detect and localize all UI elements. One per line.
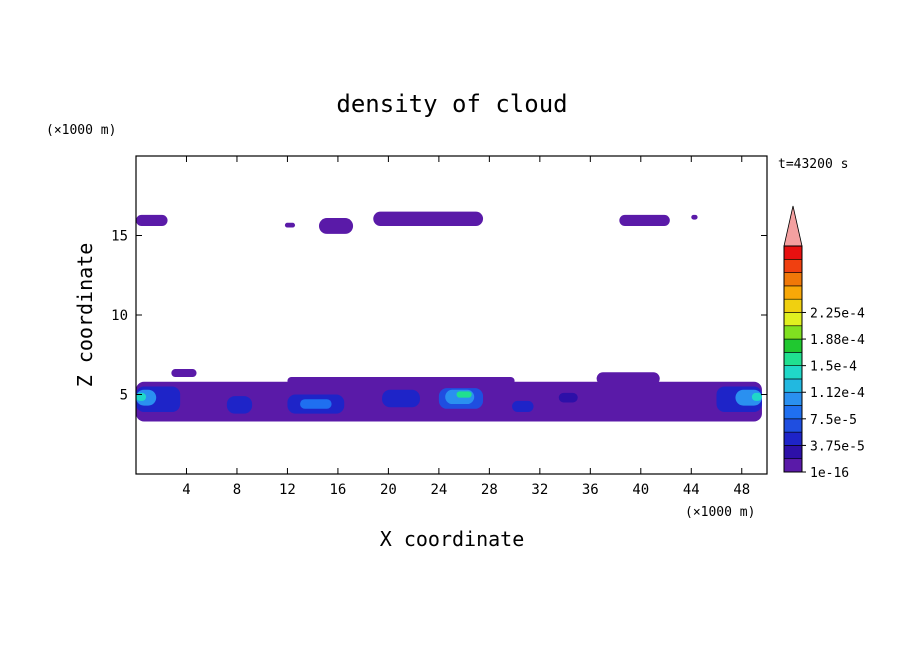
colorbar-label-1: 3.75e-5 bbox=[810, 439, 865, 454]
colorbar-label-2: 7.5e-5 bbox=[810, 413, 857, 428]
y-unit-label: (×1000 m) bbox=[46, 123, 116, 138]
colorbar-label-0: 1e-16 bbox=[810, 466, 849, 481]
colorbar-band-14 bbox=[783, 272, 803, 287]
plot-frame bbox=[135, 155, 768, 475]
x-tick-label-48: 48 bbox=[733, 482, 750, 498]
colorbar-band-15 bbox=[783, 258, 803, 273]
y-axis-title: Z coordinate bbox=[73, 243, 97, 388]
colorbar-band-4 bbox=[783, 405, 803, 420]
cloud-region-2 bbox=[287, 377, 515, 385]
colorbar-label-6: 2.25e-4 bbox=[810, 306, 865, 321]
cloud-region-13 bbox=[226, 396, 253, 414]
y-tick-label-5: 5 bbox=[120, 388, 128, 404]
cloud-region-3 bbox=[596, 372, 660, 385]
cloud-fields bbox=[136, 211, 762, 422]
x-tick-label-36: 36 bbox=[582, 482, 599, 498]
colorbar-band-11 bbox=[783, 312, 803, 327]
x-tick-label-16: 16 bbox=[329, 482, 346, 498]
colorbar-label-3: 1.12e-4 bbox=[810, 386, 865, 401]
cloud-region-21 bbox=[558, 392, 578, 403]
chart-title: density of cloud bbox=[336, 90, 567, 118]
colorbar-extend-triangle bbox=[783, 205, 803, 247]
x-tick-label-28: 28 bbox=[481, 482, 498, 498]
colorbar-band-12 bbox=[783, 298, 803, 313]
cloud-region-19 bbox=[456, 391, 472, 398]
x-axis-title: X coordinate bbox=[380, 527, 525, 551]
colorbar-band-7 bbox=[783, 365, 803, 380]
time-label: t=43200 s bbox=[778, 157, 848, 172]
colorbar-band-16 bbox=[783, 245, 803, 260]
cloud-region-5 bbox=[284, 222, 296, 228]
colorbar-band-10 bbox=[783, 325, 803, 340]
colorbar-band-6 bbox=[783, 378, 803, 393]
x-tick-label-40: 40 bbox=[632, 482, 649, 498]
cloud-region-15 bbox=[300, 399, 332, 409]
colorbar-band-5 bbox=[783, 391, 803, 406]
cloud-region-7 bbox=[373, 211, 484, 226]
x-unit-label: (×1000 m) bbox=[685, 505, 755, 520]
x-tick-label-44: 44 bbox=[683, 482, 700, 498]
x-tick-label-32: 32 bbox=[531, 482, 548, 498]
colorbar-band-13 bbox=[783, 285, 803, 300]
x-tick-label-24: 24 bbox=[430, 482, 447, 498]
cloud-region-24 bbox=[751, 392, 762, 401]
colorbar-band-3 bbox=[783, 418, 803, 433]
colorbar: 1e-16 3.75e-5 7.5e-5 1.12e-4 1.5e-4 1.88e-4 2.… bbox=[783, 205, 865, 481]
x-tick-label-4: 4 bbox=[182, 482, 190, 498]
colorbar-label-5: 1.88e-4 bbox=[810, 333, 865, 348]
cloud-region-4 bbox=[136, 214, 168, 226]
cloud-region-9 bbox=[691, 214, 698, 220]
colorbar-label-4: 1.5e-4 bbox=[810, 360, 857, 375]
cloud-region-1 bbox=[171, 369, 197, 378]
colorbar-band-2 bbox=[783, 431, 803, 446]
colorbar-band-1 bbox=[783, 445, 803, 460]
colorbar-band-0 bbox=[783, 458, 803, 473]
x-tick-label-8: 8 bbox=[233, 482, 241, 498]
cloud-region-20 bbox=[512, 400, 534, 412]
x-tick-label-12: 12 bbox=[279, 482, 296, 498]
colorbar-frame bbox=[783, 245, 803, 473]
x-tick-label-20: 20 bbox=[380, 482, 397, 498]
y-tick-label-10: 10 bbox=[111, 308, 128, 324]
cloud-region-8 bbox=[619, 214, 670, 226]
cloud-region-6 bbox=[318, 218, 354, 234]
colorbar-band-9 bbox=[783, 338, 803, 353]
y-tick-label-15: 15 bbox=[111, 229, 128, 245]
colorbar-band-8 bbox=[783, 352, 803, 366]
cloud-region-16 bbox=[382, 389, 420, 408]
